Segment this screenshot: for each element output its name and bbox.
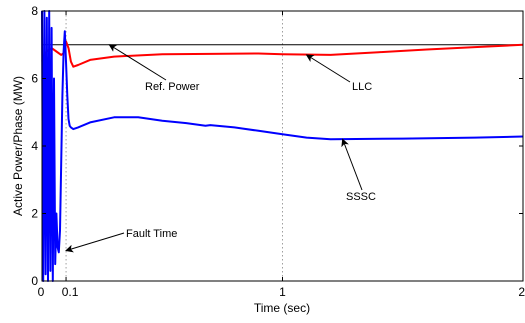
x-tick-label: 2 [518,285,525,299]
annotation-arrow-fault-time [65,232,125,253]
x-tick-label: 1 [279,285,286,299]
y-tick-label: 6 [31,72,38,86]
annotation-label-llc: LLC [352,81,372,93]
x-axis-title: Time (sec) [254,301,310,315]
series-line-llc [41,40,524,68]
annotations: Ref. Power LLC SSSC Fault Time [65,44,376,253]
y-tick-label: 2 [31,207,38,221]
annotation-arrow-ref-power [108,44,167,81]
y-tick-label: 4 [31,139,38,153]
annotation-arrow-sssc [341,138,363,191]
y-axis-title: Active Power/Phase (MW) [11,76,25,216]
x-tick-label: 0.1 [62,285,79,299]
annotation-label-fault-time: Fault Time [126,228,177,240]
annotation-label-ref-power: Ref. Power [145,81,200,93]
annotation-arrow-llc [305,54,351,83]
x-tick-label: 0 [38,285,45,299]
y-tick-label: 0 [31,274,38,288]
y-tick-label: 8 [31,4,38,18]
series-layer [41,10,524,282]
ticks: 0 0.1 1 2 0 2 4 6 8 [31,4,525,299]
annotation-label-sssc: SSSC [346,191,376,203]
series-line-sssc [41,10,524,282]
